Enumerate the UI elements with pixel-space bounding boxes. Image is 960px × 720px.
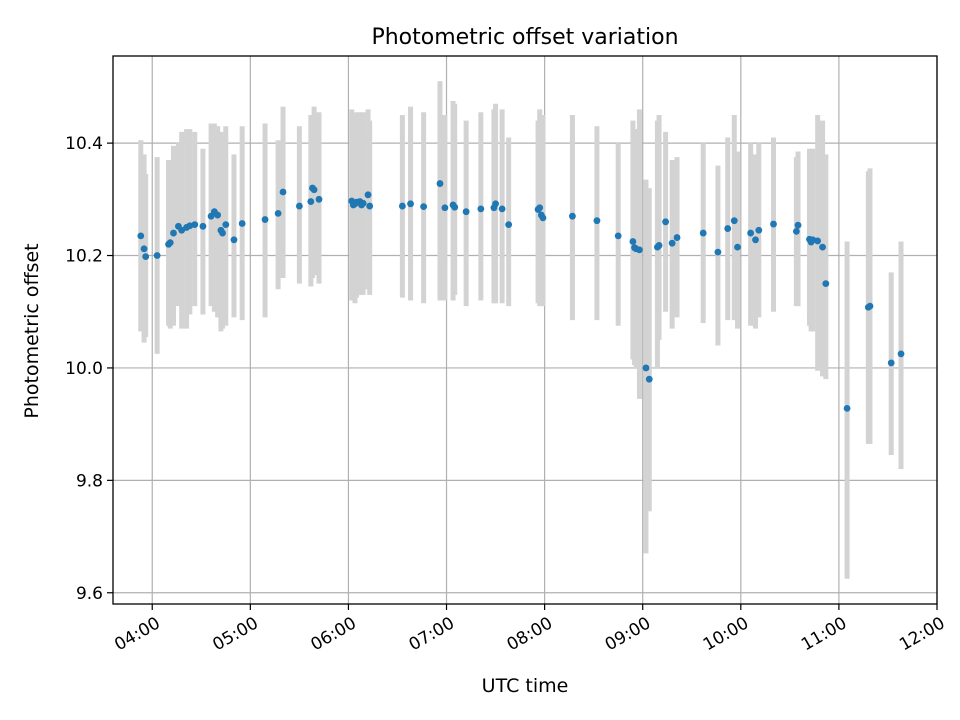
data-point (153, 252, 161, 259)
data-point (866, 302, 874, 310)
data-point (505, 221, 513, 229)
data-point (747, 229, 755, 237)
data-point (191, 221, 199, 229)
data-point (792, 227, 800, 235)
data-point (539, 214, 547, 222)
data-point (730, 217, 738, 225)
data-point (420, 203, 428, 211)
data-point (668, 239, 676, 247)
data-point (274, 209, 282, 217)
data-point (655, 242, 663, 249)
data-point (814, 237, 822, 245)
data-point (199, 222, 207, 230)
y-tick-label: 10.4 (65, 134, 103, 154)
data-points (137, 180, 905, 412)
data-point (819, 243, 826, 251)
data-point (441, 204, 449, 212)
y-axis-label: Photometric offset (21, 243, 43, 418)
data-point (238, 220, 246, 227)
data-point (673, 234, 681, 241)
chart-title: Photometric offset variation (371, 25, 678, 50)
data-point (219, 229, 226, 237)
y-tick-label: 9.8 (76, 471, 103, 491)
data-point (755, 226, 763, 234)
data-point (222, 221, 230, 229)
data-point (752, 236, 759, 244)
x-axis-label: UTC time (482, 675, 569, 697)
data-point (887, 359, 895, 367)
y-tick-label: 10.2 (65, 247, 103, 267)
data-point (699, 229, 707, 237)
data-point (407, 200, 414, 208)
data-point (137, 232, 145, 240)
plot-frame (112, 55, 938, 605)
data-point (462, 208, 470, 216)
data-point (794, 221, 802, 229)
data-point (315, 195, 323, 203)
data-point (451, 203, 459, 211)
data-point (569, 212, 576, 220)
data-point (536, 204, 544, 212)
y-tick-label: 9.6 (76, 584, 103, 604)
data-point (214, 211, 222, 219)
data-point (492, 200, 499, 208)
data-point (498, 205, 506, 213)
data-point (724, 225, 732, 232)
data-point (477, 205, 485, 213)
y-axis-ticks: 9.6 9.8 10.0 10.2 10.4 (65, 134, 113, 604)
data-point (843, 405, 851, 412)
y-tick-label: 10.0 (65, 359, 103, 379)
data-point (593, 217, 601, 225)
data-point (614, 232, 622, 240)
data-point (230, 236, 238, 244)
data-point (714, 248, 722, 256)
data-point (279, 188, 287, 196)
data-point (261, 216, 269, 223)
data-point (166, 239, 174, 247)
data-point (142, 253, 150, 261)
data-point (295, 202, 303, 210)
data-point (436, 180, 444, 187)
data-point (645, 375, 653, 383)
data-point (140, 245, 148, 253)
data-point (310, 186, 318, 194)
data-point (642, 364, 650, 372)
data-point (359, 199, 367, 207)
data-point (897, 350, 905, 358)
data-point (770, 220, 777, 228)
data-point (366, 202, 374, 210)
data-point (170, 229, 177, 237)
data-point (662, 218, 670, 226)
data-point (364, 191, 372, 199)
data-point (629, 238, 637, 245)
data-point (822, 280, 830, 288)
data-point (734, 243, 741, 251)
data-point (636, 246, 643, 254)
data-point (307, 198, 315, 205)
data-point (398, 202, 406, 210)
